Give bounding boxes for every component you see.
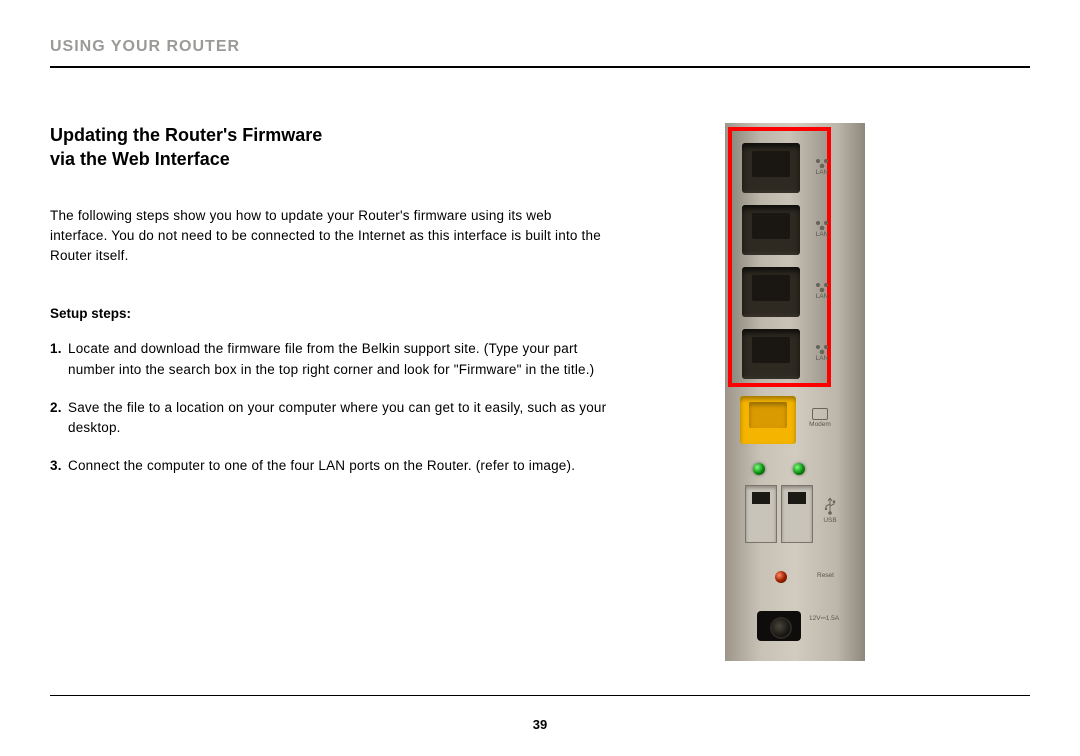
content-row: Updating the Router's Firmware via the W… <box>50 123 1030 661</box>
step-item: Save the file to a location on your comp… <box>50 398 610 439</box>
setup-steps-label: Setup steps: <box>50 306 610 321</box>
section-heading: USING YOUR ROUTER <box>50 38 1030 56</box>
router-ports-image: LAN LAN LAN LAN Modem <box>725 123 865 661</box>
step-item: Locate and download the firmware file fr… <box>50 339 610 380</box>
reset-button-icon <box>775 571 787 583</box>
lan-port-label: LAN <box>810 282 834 300</box>
power-label: 12V⎓1.5A <box>809 615 845 623</box>
steps-list: Locate and download the firmware file fr… <box>50 339 610 476</box>
lan-port-icon <box>742 267 800 317</box>
lan-port-label: LAN <box>810 344 834 362</box>
reset-label: Reset <box>817 572 834 579</box>
image-column: LAN LAN LAN LAN Modem <box>725 123 865 661</box>
modem-port-label: Modem <box>805 408 835 428</box>
intro-paragraph: The following steps show you how to upda… <box>50 206 610 267</box>
lan-port-icon <box>742 329 800 379</box>
usb-port-label: USB <box>819 497 841 524</box>
manual-page: USING YOUR ROUTER Updating the Router's … <box>0 0 1080 756</box>
status-led-icon <box>753 463 765 475</box>
power-jack-icon <box>757 611 801 641</box>
usb-port-icon <box>745 485 777 543</box>
sub-heading: Updating the Router's Firmware via the W… <box>50 123 610 172</box>
sub-heading-line1: Updating the Router's Firmware <box>50 125 322 145</box>
text-column: Updating the Router's Firmware via the W… <box>50 123 610 495</box>
top-rule <box>50 66 1030 68</box>
lan-port-label: LAN <box>810 220 834 238</box>
lan-port-icon <box>742 143 800 193</box>
usb-port-icon <box>781 485 813 543</box>
page-number: 39 <box>0 717 1080 732</box>
bottom-rule <box>50 695 1030 696</box>
lan-port-icon <box>742 205 800 255</box>
step-item: Connect the computer to one of the four … <box>50 456 610 476</box>
usb-icon <box>824 497 836 515</box>
status-led-icon <box>793 463 805 475</box>
lan-port-label: LAN <box>810 158 834 176</box>
lan-highlight-box: LAN LAN LAN LAN <box>728 127 831 387</box>
sub-heading-line2: via the Web Interface <box>50 149 230 169</box>
modem-port-icon <box>740 396 796 444</box>
